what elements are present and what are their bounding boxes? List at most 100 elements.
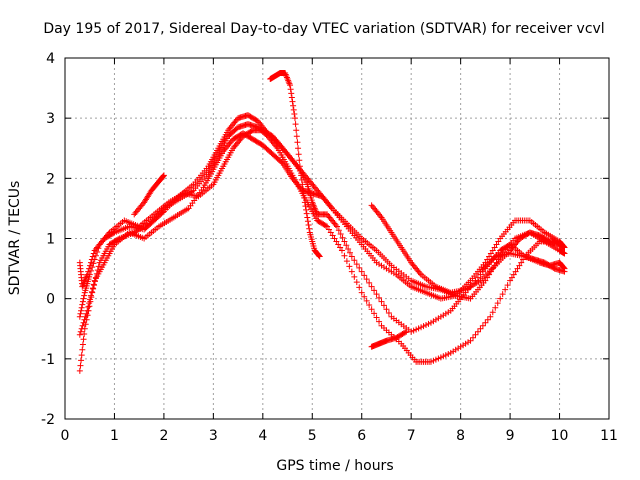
data-point: [79, 341, 86, 348]
data-point: [368, 306, 375, 313]
data-point: [351, 257, 358, 264]
data-point: [333, 238, 340, 245]
data-point: [89, 253, 96, 260]
data-point: [346, 263, 353, 270]
data-point: [353, 261, 360, 268]
data-point: [95, 245, 102, 252]
data-point: [76, 331, 83, 338]
x-tick-label: 8: [456, 428, 465, 444]
data-point: [351, 273, 358, 280]
data-point: [303, 210, 310, 217]
data-point: [378, 298, 385, 305]
data-point: [77, 362, 84, 369]
data-point: [341, 238, 348, 245]
data-point: [495, 238, 502, 245]
data-point: [479, 322, 486, 329]
data-point: [160, 173, 167, 180]
data-point: [348, 253, 355, 260]
y-tick-label: 1: [46, 232, 55, 248]
data-point: [295, 145, 302, 152]
data-point: [76, 313, 83, 320]
x-tick-label: 7: [407, 428, 416, 444]
series-track-4: [76, 130, 568, 338]
data-point: [86, 271, 93, 278]
data-point: [292, 121, 299, 128]
series-track-5: [131, 172, 167, 218]
grid-lines: [65, 58, 609, 419]
series-track-3: [76, 127, 568, 320]
data-point: [346, 249, 353, 256]
y-tick-label: -2: [41, 412, 55, 428]
data-point: [291, 111, 298, 118]
data-point: [79, 298, 86, 305]
data-point: [499, 291, 506, 298]
series-track-9: [477, 250, 568, 275]
data-point: [361, 293, 368, 300]
data-point: [304, 218, 311, 225]
data-point: [376, 294, 383, 301]
data-point: [363, 297, 370, 304]
data-point: [298, 172, 305, 179]
x-tick-label: 3: [209, 428, 218, 444]
data-point: [89, 264, 96, 271]
data-point: [300, 190, 307, 197]
data-point: [296, 157, 303, 164]
data-point: [327, 229, 334, 236]
data-point: [341, 252, 348, 259]
data-point: [403, 328, 410, 335]
x-tick-label: 1: [110, 428, 119, 444]
data-point: [518, 259, 525, 266]
data-point: [345, 246, 352, 253]
data-point: [467, 337, 474, 344]
data-point: [371, 287, 378, 294]
data-point: [337, 244, 344, 251]
data-point: [487, 250, 494, 257]
data-point: [80, 319, 87, 326]
data-point: [316, 253, 323, 260]
data-point: [78, 307, 85, 314]
y-tick-label: 0: [46, 292, 55, 308]
data-point: [492, 304, 499, 311]
data-point: [83, 310, 90, 317]
data-point: [560, 264, 567, 271]
data-point: [380, 302, 387, 309]
data-point: [306, 225, 313, 232]
data-point: [293, 127, 300, 134]
data-point: [325, 226, 332, 233]
data-point: [289, 98, 296, 105]
data-point: [474, 328, 481, 335]
data-point: [510, 271, 517, 278]
data-point: [290, 106, 297, 113]
data-point: [79, 322, 86, 329]
data-point: [335, 241, 342, 248]
data-point: [497, 295, 504, 302]
data-point: [493, 241, 500, 248]
x-tick-label: 2: [159, 428, 168, 444]
data-point: [487, 313, 494, 320]
data-point: [324, 223, 331, 230]
data-point: [82, 313, 89, 320]
data-point: [297, 167, 304, 174]
data-point: [78, 352, 85, 359]
data-point: [484, 274, 491, 281]
data-point: [472, 331, 479, 338]
data-point: [87, 292, 94, 299]
data-point: [302, 203, 309, 210]
data-point: [371, 310, 378, 317]
data-point: [85, 303, 92, 310]
data-point: [561, 268, 568, 275]
data-point: [78, 325, 85, 332]
data-point: [486, 253, 493, 260]
data-point: [288, 90, 295, 97]
data-point: [363, 276, 370, 283]
data-point: [343, 242, 350, 249]
data-point: [489, 247, 496, 254]
data-point: [338, 247, 345, 254]
data-point: [290, 102, 297, 109]
axis-ticks: 0 1 2 3 4 5 6 7 8 9 10 11 -2 -1 0 1 2 3 4: [41, 51, 618, 444]
data-point: [76, 367, 83, 374]
data-point: [287, 86, 294, 93]
data-point: [504, 282, 511, 289]
data-point: [295, 151, 302, 158]
